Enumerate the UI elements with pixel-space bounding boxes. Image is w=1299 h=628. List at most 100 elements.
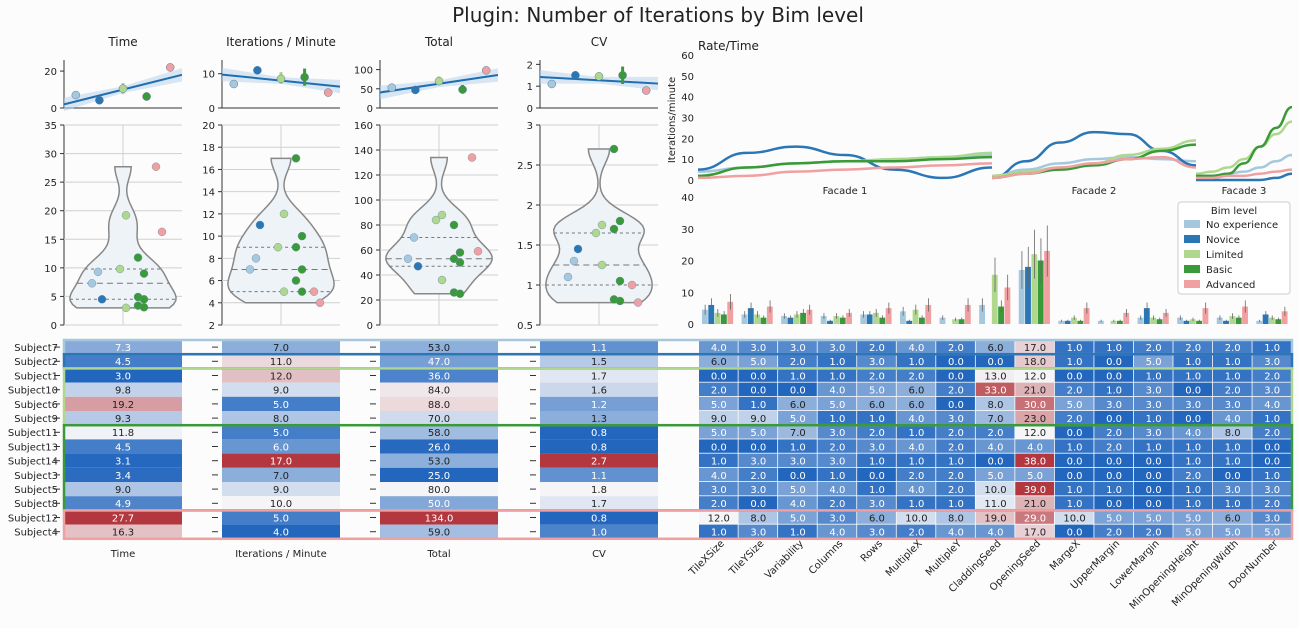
legend-swatch — [1184, 220, 1200, 228]
row-label: Subject13 — [8, 442, 58, 453]
param-label: Rows — [859, 538, 885, 564]
column-label: Time — [110, 549, 135, 560]
data-point — [591, 228, 601, 238]
heat-value: 2.0 — [790, 357, 806, 368]
heat-value: 2.0 — [1106, 528, 1122, 539]
heat-cell — [857, 411, 896, 425]
bar — [720, 314, 727, 324]
y-tick-label: 40 — [681, 193, 694, 204]
heat-cell — [699, 340, 738, 354]
group-outline — [62, 509, 1294, 541]
heat-value: 3.0 — [1264, 357, 1280, 368]
data-point — [455, 289, 465, 298]
legend-swatch — [1184, 235, 1200, 243]
param-label: TileYSize — [727, 538, 767, 578]
heat-value: 2.0 — [869, 428, 885, 439]
heat-value: 1.0 — [591, 528, 607, 539]
heat-value: 6.0 — [1225, 513, 1241, 524]
heat-cell — [380, 524, 498, 539]
y-tick-label: 2.5 — [517, 161, 533, 172]
heat-value: 84.0 — [428, 386, 450, 397]
heat-value: 7.3 — [115, 343, 131, 354]
bar — [1235, 317, 1242, 324]
bar — [793, 314, 800, 324]
heat-cell — [1054, 439, 1094, 453]
heat-value: 58.0 — [428, 428, 450, 439]
y-tick-label: 140 — [354, 146, 373, 157]
heat-cell — [896, 524, 936, 538]
heat-value: 3.0 — [1106, 400, 1122, 411]
heat-value: 1.0 — [1185, 371, 1201, 382]
heat-cell — [1212, 467, 1252, 482]
heat-value: 0.0 — [948, 357, 964, 368]
heat-cell — [540, 340, 658, 355]
heat-value: 0.0 — [750, 371, 766, 382]
heat-value: 12.0 — [1024, 371, 1046, 382]
heat-value: 0.0 — [948, 371, 964, 382]
heat-value: 16.3 — [112, 528, 134, 539]
heat-value: 12.0 — [708, 513, 730, 524]
heat-cell — [1212, 396, 1252, 411]
heat-cell — [540, 382, 658, 397]
heat-cell — [1133, 368, 1173, 382]
heat-cell — [896, 425, 936, 439]
heat-cell — [817, 368, 857, 382]
data-point — [276, 74, 286, 84]
heat-cell — [1133, 411, 1173, 425]
heat-cell — [975, 382, 1015, 396]
heat-value: 10.0 — [984, 485, 1006, 496]
heat-cell — [896, 354, 936, 368]
heat-value: 4.0 — [790, 499, 806, 510]
heat-cell — [778, 496, 817, 510]
heat-cell — [1015, 439, 1054, 453]
heat-cell — [1094, 411, 1134, 425]
violin-body — [69, 165, 177, 309]
heat-value: 4.0 — [908, 343, 924, 354]
heat-cell — [699, 482, 738, 496]
heat-cell — [857, 425, 896, 439]
bar — [1037, 260, 1044, 324]
heat-value: 1.0 — [1146, 414, 1162, 425]
heat-value: 0.0 — [790, 386, 806, 397]
heat-cell — [817, 453, 857, 467]
heat-value: 1.0 — [790, 442, 806, 453]
bar — [1196, 320, 1203, 324]
heat-value: 6.0 — [711, 357, 727, 368]
bar — [747, 308, 754, 324]
row-label: Subject1 — [14, 371, 58, 382]
violin-body — [227, 157, 335, 304]
heat-value: 1.0 — [1106, 386, 1122, 397]
heat-value: 1.7 — [591, 499, 607, 510]
bar — [1202, 308, 1209, 324]
heat-cell — [222, 467, 340, 482]
heat-value: 3.0 — [790, 343, 806, 354]
heat-cell — [896, 340, 936, 354]
data-point — [157, 227, 167, 237]
heat-cell — [896, 368, 936, 382]
heat-value: 0.0 — [1067, 471, 1083, 482]
heat-cell — [380, 425, 498, 440]
bar — [1058, 320, 1065, 324]
heat-value: 2.0 — [908, 371, 924, 382]
heat-cell — [1094, 425, 1134, 439]
series-line — [697, 155, 993, 178]
heat-cell — [778, 439, 817, 453]
y-tick-label: 60 — [360, 246, 373, 257]
heat-cell — [738, 439, 778, 453]
heat-value: 29.0 — [1024, 513, 1046, 524]
heat-cell — [936, 510, 975, 524]
heat-value: 4.0 — [908, 414, 924, 425]
heat-cell — [1094, 382, 1134, 396]
heat-cell — [380, 467, 498, 482]
heat-value: 5.0 — [1225, 528, 1241, 539]
heat-value: 1.0 — [1106, 343, 1122, 354]
heat-value: 21.0 — [1024, 386, 1046, 397]
heat-cell — [1054, 340, 1094, 354]
heat-cell — [540, 482, 658, 497]
heat-cell — [738, 496, 778, 510]
heat-cell — [738, 368, 778, 382]
bar — [1162, 312, 1169, 324]
data-point — [458, 85, 467, 94]
bar — [1110, 320, 1117, 324]
heat-value: 4.0 — [711, 343, 727, 354]
